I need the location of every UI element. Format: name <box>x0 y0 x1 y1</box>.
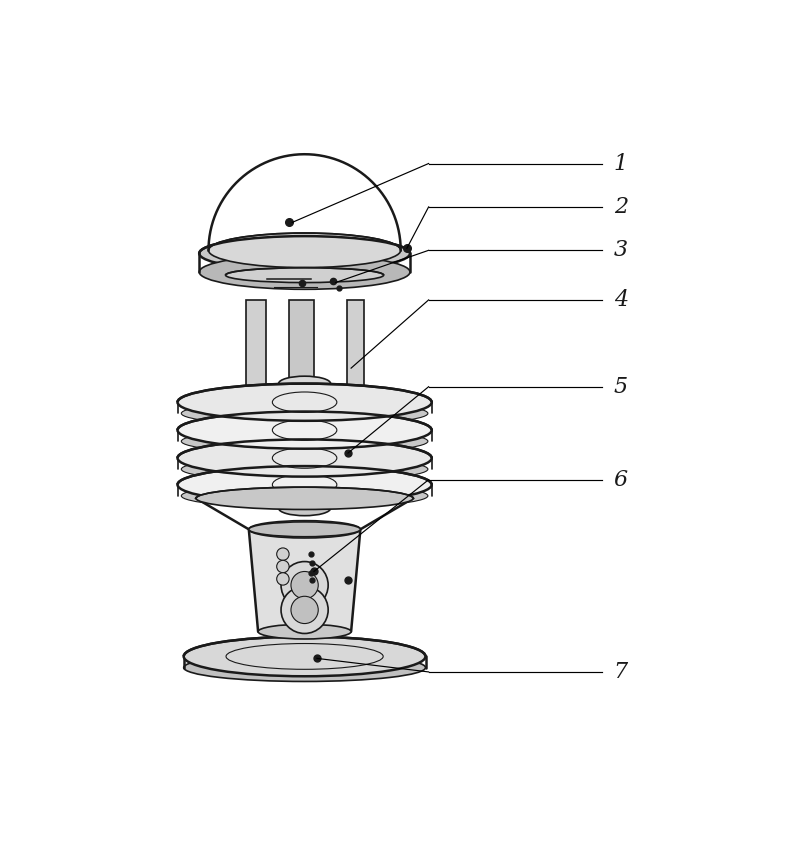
Ellipse shape <box>249 522 361 537</box>
Circle shape <box>277 573 289 585</box>
Ellipse shape <box>182 429 428 454</box>
Ellipse shape <box>209 233 401 268</box>
Text: 7: 7 <box>614 661 628 683</box>
Ellipse shape <box>249 521 361 538</box>
Circle shape <box>291 571 318 599</box>
Text: 1: 1 <box>614 153 628 175</box>
Ellipse shape <box>178 440 432 477</box>
Ellipse shape <box>178 466 432 503</box>
Bar <box>278 384 330 508</box>
Ellipse shape <box>178 411 432 448</box>
Bar <box>246 300 266 393</box>
Circle shape <box>277 561 289 573</box>
Ellipse shape <box>199 255 410 289</box>
Ellipse shape <box>242 387 261 399</box>
Ellipse shape <box>278 376 330 391</box>
Ellipse shape <box>258 625 351 639</box>
Ellipse shape <box>182 401 428 425</box>
Ellipse shape <box>178 384 432 421</box>
Text: 6: 6 <box>614 468 628 491</box>
Circle shape <box>281 562 328 608</box>
Ellipse shape <box>184 654 426 682</box>
Ellipse shape <box>226 268 384 283</box>
Ellipse shape <box>196 487 413 510</box>
Ellipse shape <box>182 457 428 481</box>
Bar <box>346 300 364 393</box>
Ellipse shape <box>182 484 428 508</box>
Text: 2: 2 <box>614 196 628 218</box>
Text: 3: 3 <box>614 239 628 261</box>
Circle shape <box>281 587 328 633</box>
Text: 4: 4 <box>614 289 628 311</box>
Circle shape <box>291 596 318 624</box>
Bar <box>289 300 314 399</box>
Text: 5: 5 <box>614 376 628 397</box>
Polygon shape <box>249 530 361 632</box>
Circle shape <box>277 548 289 561</box>
Ellipse shape <box>199 236 410 270</box>
Ellipse shape <box>278 501 330 516</box>
Ellipse shape <box>184 637 426 677</box>
